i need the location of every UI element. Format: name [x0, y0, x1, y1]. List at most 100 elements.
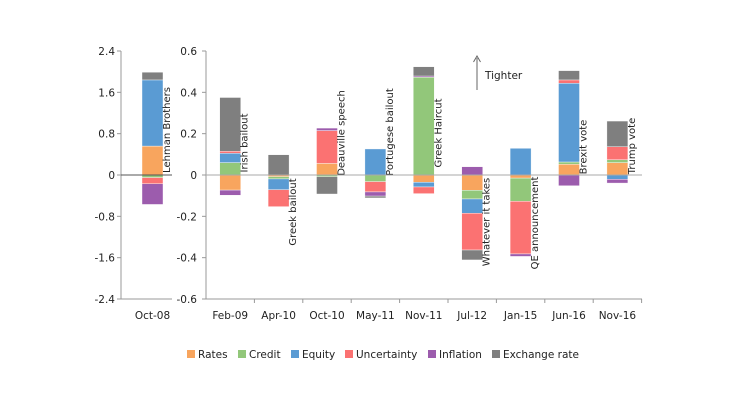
bar-may-11-uncertainty: [364, 181, 387, 193]
legend-swatch: [428, 350, 436, 358]
legend-swatch: [291, 350, 299, 358]
legend-item-uncertainty: Uncertainty: [345, 349, 417, 361]
legend-swatch: [345, 350, 353, 358]
x-tick-label: Oct-08: [135, 310, 170, 322]
y-tick-label: 1.6: [98, 87, 115, 99]
y-tick-label: 0.4: [180, 87, 197, 99]
event-annotation: Trump vote: [627, 118, 638, 175]
legend-swatch: [187, 350, 195, 358]
bar-feb-09-uncertainty: [219, 151, 241, 154]
bar-jul-12-equity: [461, 198, 483, 214]
bar-feb-09-inflation: [219, 189, 241, 196]
bar-oct-10-rates: [316, 163, 338, 176]
left-panel-lehman: 2.4 1.6 0.8 0 -0.8 -1.6 -2.4 Oct-08 Lehman Broth…: [95, 46, 174, 322]
bar-apr-10-equity: [267, 178, 290, 190]
y-tick-label: -0.4: [177, 253, 198, 265]
x-tick-label: Jul-12: [456, 310, 487, 322]
bar-oct-08-uncertainty: [141, 177, 164, 184]
legend-label: Uncertainty: [356, 349, 417, 361]
legend-label: Rates: [198, 349, 228, 361]
bar-oct-10-uncertainty: [316, 130, 338, 164]
bar-nov-11-rates: [413, 174, 435, 183]
x-tick-label: Nov-16: [599, 310, 637, 322]
bar-nov-11-credit: [413, 77, 435, 176]
legend-label: Inflation: [439, 349, 482, 361]
x-tick-label: Jun-16: [551, 310, 586, 322]
bar-feb-09-rates: [219, 174, 241, 191]
y-tick-label: 0: [108, 170, 115, 182]
bar-jun-16-uncertainty: [558, 79, 580, 84]
legend-label: Equity: [302, 349, 335, 361]
event-annotation: Deauville speech: [337, 90, 348, 176]
event-annotation: Greek Haircut: [433, 98, 444, 167]
legend-item-inflation: Inflation: [428, 349, 482, 361]
bar-jan-15-equity: [509, 148, 532, 176]
bar-oct-08-exchange-rate: [141, 71, 164, 81]
bar-oct-08-equity: [141, 79, 164, 147]
y-tick-label: 0.2: [180, 129, 197, 141]
x-tick-label: May-11: [356, 310, 395, 322]
bar-may-11-exchange-rate: [364, 195, 387, 199]
bar-nov-11-uncertainty: [413, 186, 435, 194]
event-annotation: Greek bailout: [288, 178, 299, 245]
event-annotation: QE announcement: [530, 177, 541, 270]
bar-jul-12-uncertainty: [461, 213, 483, 251]
bar-nov-16-equity: [606, 174, 629, 180]
bar-nov-16-rates: [606, 162, 629, 176]
legend-label: Credit: [249, 349, 281, 361]
bar-nov-16-credit: [606, 159, 629, 163]
right-panel-events: 0.6 0.4 0.2 0 -0.2 -0.4 -0.6 Feb-09 Irish bailou…: [177, 46, 643, 322]
tighter-arrow: Tighter: [473, 55, 523, 90]
bar-oct-10-inflation: [316, 127, 338, 131]
bar-jul-12-exchange-rate: [461, 249, 483, 261]
event-annotation: Lehman Brothers: [162, 87, 173, 173]
bar-nov-16-uncertainty: [606, 146, 629, 160]
legend-item-credit: Credit: [238, 349, 281, 361]
y-tick-label: -0.2: [177, 211, 198, 223]
bar-may-11-equity: [364, 148, 387, 176]
bar-feb-09-equity: [219, 153, 241, 163]
event-annotation: Whatever it takes: [482, 178, 493, 267]
bar-nov-11-exchange-rate: [413, 66, 435, 77]
legend: Rates Credit Equity Uncertainty Inflation Exc…: [187, 349, 579, 361]
x-tick-label: Nov-11: [405, 310, 442, 322]
bar-oct-10-exchange-rate: [316, 176, 338, 195]
bar-oct-08-inflation: [141, 183, 164, 205]
arrow-up-icon: [473, 55, 481, 63]
y-tick-label: 0.6: [180, 46, 197, 58]
bar-jul-12-credit: [461, 190, 483, 200]
legend-label: Exchange rate: [503, 349, 579, 361]
bar-jan-15-inflation: [509, 253, 532, 257]
x-tick-label: Oct-10: [309, 310, 344, 322]
event-annotation: Brexit vote: [579, 120, 590, 175]
bar-nov-11-equity: [413, 182, 435, 188]
bar-feb-09-exchange-rate: [219, 97, 241, 152]
bar-apr-10-credit: [267, 176, 290, 180]
y-tick-label: 0: [190, 170, 197, 182]
legend-swatch: [492, 350, 500, 358]
bar-jun-16-rates: [558, 164, 580, 176]
x-tick-label: Apr-10: [261, 310, 296, 322]
bar-jan-15-uncertainty: [509, 201, 532, 255]
x-tick-label: Jan-15: [503, 310, 537, 322]
y-tick-label: -2.4: [95, 294, 116, 306]
y-tick-label: 2.4: [98, 46, 115, 58]
bar-may-11-credit: [364, 174, 387, 182]
bar-nov-16-exchange-rate: [606, 120, 629, 147]
bar-jun-16-credit: [558, 161, 580, 165]
y-tick-label: -0.6: [177, 294, 198, 306]
legend-item-exchange-rate: Exchange rate: [492, 349, 579, 361]
bar-jun-16-inflation: [558, 174, 580, 186]
x-tick-label: Feb-09: [212, 310, 248, 322]
legend-swatch: [238, 350, 246, 358]
bar-apr-10-exchange-rate: [267, 154, 290, 176]
legend-item-equity: Equity: [291, 349, 335, 361]
event-annotation: Portugese bailout: [385, 88, 396, 176]
bar-jan-15-credit: [509, 177, 532, 202]
bar-jul-12-inflation: [461, 166, 483, 176]
tighter-label: Tighter: [484, 70, 523, 82]
bar-may-11-inflation: [364, 191, 387, 197]
legend-item-rates: Rates: [187, 349, 228, 361]
y-tick-label: 0.8: [98, 129, 115, 141]
